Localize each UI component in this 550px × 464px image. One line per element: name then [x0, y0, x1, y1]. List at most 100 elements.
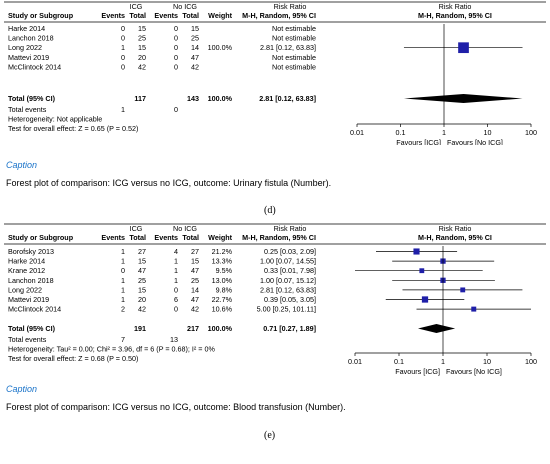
study-events2-e: 0	[174, 285, 178, 294]
study-weight-e: 21.2%	[212, 247, 233, 256]
header-weight-e: Weight	[208, 233, 232, 242]
study-name-e: Borofsky 2013	[8, 247, 54, 256]
overall-effect-d: Test for overall effect: Z = 0.65 (P = 0…	[8, 124, 138, 133]
overall-effect-e: Test for overall effect: Z = 0.68 (P = 0…	[8, 354, 138, 363]
study-total2-d: 25	[191, 34, 199, 43]
study-total2-d: 47	[191, 53, 199, 62]
header-total2-e: Total	[182, 233, 199, 242]
study-events1-e: 0	[121, 266, 125, 275]
header-plot-title-e: Risk Ratio	[439, 224, 472, 233]
study-total1-e: 20	[138, 295, 146, 304]
axis-tick-label-e: 1	[441, 357, 445, 366]
study-name-e: Krane 2012	[8, 266, 45, 275]
study-name-d: Long 2022	[8, 43, 42, 52]
effect-marker-e	[460, 287, 466, 293]
study-events1-d: 0	[121, 34, 125, 43]
study-events1-d: 0	[121, 62, 125, 71]
study-events2-d: 0	[174, 53, 178, 62]
header-effect-title-d: Risk Ratio	[274, 2, 307, 11]
effect-marker-e	[471, 306, 477, 312]
total-events2-d: 0	[174, 105, 178, 114]
study-total2-d: 14	[191, 43, 199, 52]
axis-tick-label-e: 10	[483, 357, 491, 366]
study-weight-e: 22.7%	[212, 295, 233, 304]
study-name-e: Mattevi 2019	[8, 295, 49, 304]
total-weight-e: 100.0%	[208, 324, 233, 333]
header-group2-e: No ICG	[173, 224, 197, 233]
axis-tick-label-e: 0.01	[348, 357, 362, 366]
study-events1-e: 1	[121, 276, 125, 285]
study-total1-d: 15	[138, 43, 146, 52]
favours-right-e: Favours [No ICG]	[446, 367, 502, 376]
panel-label-e: (e)	[264, 430, 276, 441]
header-events2-d: Events	[154, 11, 178, 20]
heterogeneity-d: Heterogeneity: Not applicable	[8, 115, 102, 124]
study-events2-e: 1	[174, 276, 178, 285]
study-weight-e: 9.5%	[216, 266, 233, 275]
header-effect-title-e: Risk Ratio	[274, 224, 307, 233]
study-total1-e: 27	[138, 247, 146, 256]
study-events2-e: 1	[174, 257, 178, 266]
total-events2-e: 13	[170, 335, 178, 344]
study-name-d: Harke 2014	[8, 24, 45, 33]
heterogeneity-e: Heterogeneity: Tau² = 0.00; Chi² = 3.96,…	[8, 345, 216, 354]
axis-tick-label-e: 100	[525, 357, 537, 366]
study-ci-e: 0.39 [0.05, 3.05]	[264, 295, 316, 304]
axis-tick-label-d: 10	[484, 128, 492, 137]
study-events1-e: 1	[121, 257, 125, 266]
study-total2-e: 42	[191, 305, 199, 314]
header-events1-e: Events	[101, 233, 125, 242]
favours-left-d: Favours [ICG]	[396, 138, 441, 145]
header-total1-e: Total	[129, 233, 146, 242]
study-weight-e: 10.6%	[212, 305, 233, 314]
effect-marker-e	[419, 268, 425, 274]
study-events2-d: 0	[174, 24, 178, 33]
total-label-e: Total (95% CI)	[8, 324, 56, 333]
study-total2-e: 14	[191, 285, 199, 294]
study-ci-d: Not estimable	[272, 34, 316, 43]
header-total1-d: Total	[129, 11, 146, 20]
axis-tick-label-d: 100	[525, 128, 537, 137]
study-ci-e: 0.33 [0.01, 7.98]	[264, 266, 316, 275]
study-name-e: Lanchon 2018	[8, 276, 54, 285]
total-events-label-d: Total events	[8, 105, 47, 114]
total-label-d: Total (95% CI)	[8, 94, 56, 103]
favours-right-d: Favours [No ICG]	[447, 138, 503, 145]
study-events2-e: 1	[174, 266, 178, 275]
panel-label-d: (d)	[264, 205, 276, 216]
study-name-d: McClintock 2014	[8, 62, 61, 71]
axis-tick-label-d: 0.01	[350, 128, 364, 137]
study-total1-d: 15	[138, 24, 146, 33]
header-study-d: Study or Subgroup	[8, 11, 74, 20]
header-group2-d: No ICG	[173, 2, 197, 11]
study-ci-e: 1.00 [0.07, 15.12]	[260, 276, 316, 285]
study-name-d: Lanchon 2018	[8, 34, 54, 43]
caption-text-e: Forest plot of comparison: ICG versus no…	[6, 402, 346, 412]
study-ci-e: 5.00 [0.25, 101.11]	[257, 305, 316, 314]
study-events1-e: 1	[121, 295, 125, 304]
study-events1-e: 1	[121, 285, 125, 294]
forest-plot-e: ICG No ICG Risk Ratio Risk Ratio Study or Su…	[4, 223, 546, 376]
study-events2-e: 0	[174, 305, 178, 314]
effect-marker-e	[421, 296, 429, 303]
study-weight-d: 100.0%	[208, 43, 233, 52]
study-ci-e: 0.25 [0.03, 2.09]	[264, 247, 316, 256]
pooled-diamond-e	[417, 324, 456, 333]
favours-left-e: Favours [ICG]	[395, 367, 440, 376]
axis-tick-label-d: 1	[442, 128, 446, 137]
study-total2-d: 42	[191, 62, 199, 71]
study-ci-e: 1.00 [0.07, 14.55]	[260, 257, 316, 266]
axis-tick-label-e: 0.1	[394, 357, 404, 366]
total-events-label-e: Total events	[8, 335, 47, 344]
caption-text-d: Forest plot of comparison: ICG versus no…	[6, 178, 332, 188]
study-events1-d: 0	[121, 24, 125, 33]
study-total2-e: 47	[191, 295, 199, 304]
header-events1-d: Events	[101, 11, 125, 20]
study-ci-d: Not estimable	[272, 62, 316, 71]
study-events2-e: 6	[174, 295, 178, 304]
header-effect-sub-d: M-H, Random, 95% CI	[242, 11, 316, 20]
study-total1-d: 42	[138, 62, 146, 71]
total-weight-d: 100.0%	[208, 94, 233, 103]
effect-marker-d	[458, 42, 469, 54]
study-weight-e: 9.8%	[216, 285, 233, 294]
